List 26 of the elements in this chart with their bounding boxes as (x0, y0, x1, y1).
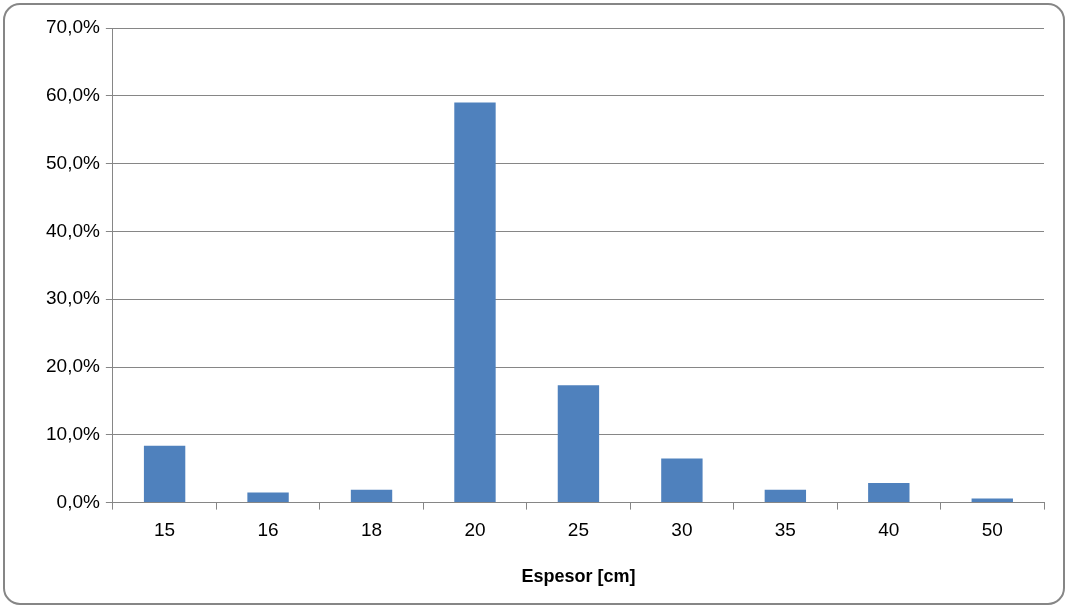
y-tick-label: 50,0% (46, 151, 100, 173)
bar (143, 445, 186, 503)
x-tick-label: 30 (671, 519, 693, 541)
y-tick-label: 70,0% (46, 16, 100, 38)
y-tick-label: 60,0% (46, 84, 100, 106)
x-tick-label: 18 (360, 519, 383, 541)
bar (247, 492, 289, 503)
x-tick-label: 35 (774, 519, 796, 541)
bar (557, 385, 600, 503)
bar (454, 102, 496, 503)
bar (661, 458, 703, 503)
x-tick-label: 40 (878, 519, 900, 541)
x-tick-label: 50 (981, 519, 1003, 541)
y-tick-label: 10,0% (46, 423, 100, 445)
x-axis-title: Espesor [cm] (521, 566, 636, 587)
x-tick-label: 15 (154, 519, 176, 541)
bar (764, 489, 807, 503)
y-tick-label: 40,0% (46, 219, 100, 241)
y-tick-label: 20,0% (46, 355, 100, 377)
y-tick-label: 0,0% (56, 490, 100, 512)
x-tick-label: 20 (464, 519, 486, 541)
y-tick-label: 30,0% (46, 287, 100, 309)
bar (868, 482, 910, 503)
bar (350, 489, 393, 503)
x-tick-label: 16 (257, 519, 279, 541)
x-tick-label: 25 (567, 519, 590, 541)
